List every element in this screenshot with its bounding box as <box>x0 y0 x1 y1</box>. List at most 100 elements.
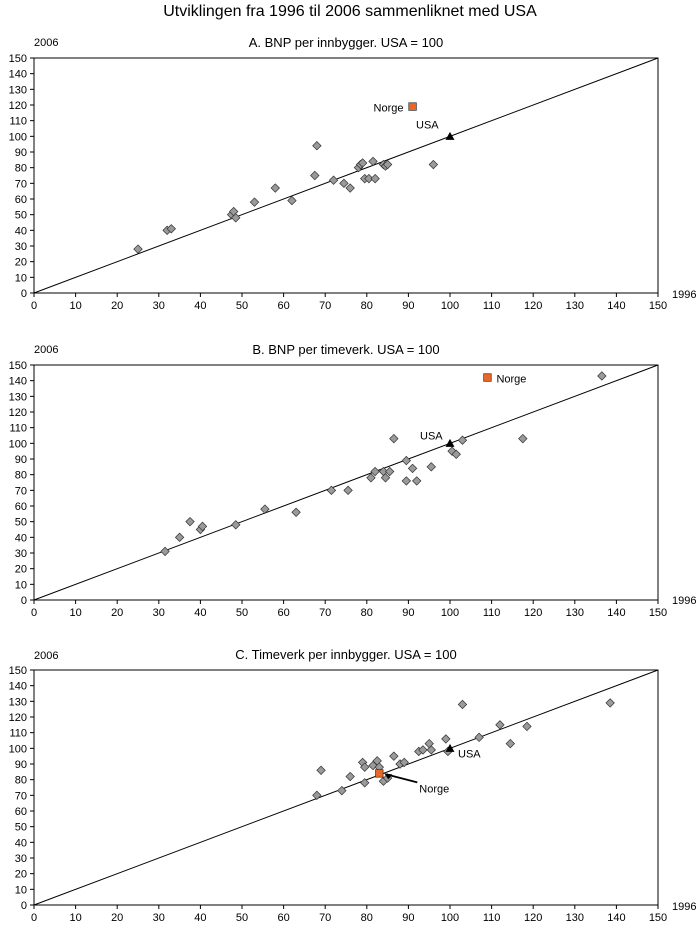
chart3-xtick-label: 70 <box>319 912 331 924</box>
chart2-point <box>407 463 418 474</box>
chart1-xtick-label: 90 <box>402 300 414 312</box>
chart2-xtick-label: 60 <box>277 607 289 619</box>
chart3-point <box>457 699 468 710</box>
chart1-point <box>428 159 439 170</box>
chart3-xtick-label: 110 <box>483 912 501 924</box>
chart1-xtick-label: 120 <box>524 300 542 312</box>
chart2-point <box>366 473 376 483</box>
chart1-ytick-label: 20 <box>15 257 27 269</box>
chart1-xtick-label: 110 <box>483 300 501 312</box>
chart2-xtick-label: 30 <box>153 607 165 619</box>
chart1-xtick-label: 130 <box>566 300 584 312</box>
chart2-reference-line <box>33 364 659 601</box>
chart2-ytick-label: 70 <box>15 485 27 497</box>
chart3-point <box>360 778 370 788</box>
chart2-ytick-label: 150 <box>9 360 27 372</box>
chart2-ytick-label: 140 <box>9 376 27 388</box>
chart3-ytick-label: 50 <box>15 822 27 834</box>
chart1-xtick-label: 70 <box>319 300 331 312</box>
chart2-point <box>231 520 241 530</box>
chart1-point <box>287 195 297 206</box>
chart1-point <box>310 170 320 181</box>
chart1-norge-marker <box>408 102 417 111</box>
chart2-xtick-label: 150 <box>649 607 667 619</box>
chart3-point <box>312 790 322 801</box>
chart2-point <box>597 371 607 381</box>
chart3-xtick-label: 40 <box>194 912 206 924</box>
chart1-xtick-label: 150 <box>649 300 667 312</box>
chart1-ytick-label: 150 <box>9 53 27 65</box>
chart1-ytick-label: 100 <box>9 131 27 143</box>
chart3-xtick-label: 50 <box>236 912 248 924</box>
chart2-xtick-label: 140 <box>607 607 625 619</box>
chart2-point <box>380 473 391 483</box>
chart2-point <box>457 435 468 445</box>
chart3-ytick-label: 150 <box>9 665 27 677</box>
chart2-xtick-label: 130 <box>566 607 584 619</box>
chart1-ylabel: 2006 <box>34 37 58 49</box>
chart3-point <box>605 698 615 708</box>
chart3-ytick-label: 90 <box>15 759 27 771</box>
chart3-ytick-label: 110 <box>9 728 27 740</box>
chart3-ytick-label: 20 <box>15 869 27 881</box>
chart1-ytick-label: 40 <box>15 225 27 237</box>
chart3-ytick-label: 0 <box>21 900 27 912</box>
chart2-point <box>389 433 399 444</box>
chart1-ytick-label: 110 <box>9 116 27 128</box>
chart3-point <box>505 738 516 749</box>
chart2-point <box>426 462 436 472</box>
chart2-usa-marker <box>445 438 455 447</box>
chart1-ytick-label: 70 <box>15 178 27 190</box>
chart1-point <box>339 178 349 189</box>
chart2-norge-marker <box>483 373 492 382</box>
chart2-xtick-label: 90 <box>402 607 414 619</box>
chart3-ytick-label: 10 <box>15 884 27 896</box>
chart3-xlabel: 1996 <box>672 901 696 913</box>
chart3-xtick-label: 80 <box>361 912 373 924</box>
chart3-plot-frame <box>33 669 659 906</box>
chart1-point <box>345 183 355 193</box>
chart3-ytick-label: 140 <box>9 681 27 693</box>
chart2-ytick-label: 100 <box>9 438 27 450</box>
chart3-point <box>389 751 399 761</box>
chart1-plot-frame <box>33 57 659 294</box>
chart3-norge-marker <box>375 769 384 778</box>
chart2-ytick-label: 40 <box>15 532 27 544</box>
chart3-xtick-label: 140 <box>607 912 625 924</box>
chart3-point <box>441 734 451 744</box>
chart1-xtick-label: 60 <box>277 300 289 312</box>
chart1-ytick-label: 50 <box>15 210 27 222</box>
chart1-xlabel: 1996 <box>672 289 696 301</box>
chart1-ytick-label: 120 <box>9 100 27 112</box>
chart3-reference-line <box>33 669 659 906</box>
chart2-xtick-label: 20 <box>111 607 123 619</box>
page-title: Utviklingen fra 1996 til 2006 sammenlikn… <box>163 3 537 20</box>
chart3-usa-label: USA <box>458 748 481 760</box>
chart3-point <box>316 765 326 775</box>
chart1-xtick-label: 10 <box>69 300 81 312</box>
chart3-ytick-label: 30 <box>15 853 27 865</box>
chart2-usa-label: USA <box>420 430 443 442</box>
chart2-ytick-label: 10 <box>15 579 27 591</box>
chart2-point <box>518 433 528 444</box>
chart3-point <box>474 732 484 743</box>
chart3-xtick-label: 20 <box>111 912 123 924</box>
chart2-xlabel: 1996 <box>672 595 696 607</box>
chart3-norge-arrowhead <box>384 773 393 780</box>
chart2-point <box>174 532 185 543</box>
chart3-ylabel: 2006 <box>34 650 58 662</box>
chart1-xtick-label: 20 <box>111 300 123 312</box>
chart3-xtick-label: 60 <box>277 912 289 924</box>
chart1-point <box>368 156 378 167</box>
chart3-point <box>337 785 347 796</box>
chart1-point <box>270 183 280 193</box>
chart1-point <box>370 173 380 184</box>
chart3-point <box>418 745 428 755</box>
chart1-ytick-label: 0 <box>21 288 27 300</box>
chart1-norge-label: Norge <box>374 103 404 115</box>
chart1-xtick-label: 140 <box>607 300 625 312</box>
chart2-point <box>260 504 270 514</box>
chart3-ytick-label: 60 <box>15 806 27 818</box>
chart2-point <box>384 466 395 477</box>
